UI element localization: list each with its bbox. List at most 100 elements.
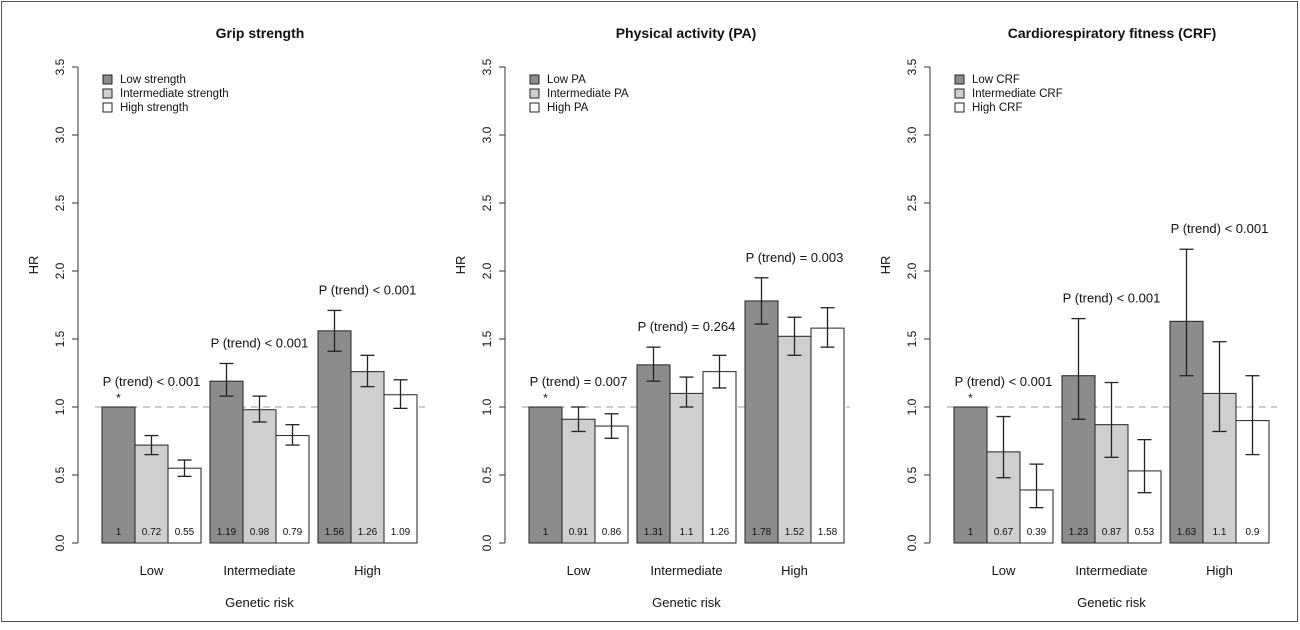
- y-tick-label: 0.0: [905, 534, 919, 551]
- bar-value-label: 0.72: [142, 527, 162, 538]
- reference-marker: *: [116, 391, 121, 405]
- legend-label: High CRF: [972, 102, 1022, 114]
- x-axis-label: Genetic risk: [652, 595, 721, 610]
- y-tick-label: 2.0: [53, 262, 67, 279]
- bar-value-label: 1: [543, 527, 549, 538]
- legend-label: Intermediate strength: [120, 88, 229, 100]
- x-category-label: Low: [992, 563, 1016, 578]
- y-tick-label: 1.5: [53, 330, 67, 347]
- bar-value-label: 1.31: [644, 527, 664, 538]
- bar-value-label: 1: [116, 527, 122, 538]
- bar-value-label: 1.23: [1069, 527, 1089, 538]
- bar: [209, 380, 244, 544]
- bar-value-label: 1.09: [391, 527, 411, 538]
- bar-value-label: 1.56: [325, 527, 345, 538]
- y-tick-label: 1.0: [480, 398, 494, 415]
- x-category-label: Intermediate: [1075, 563, 1147, 578]
- x-category-label: Low: [567, 563, 591, 578]
- legend-label: Intermediate PA: [547, 88, 629, 100]
- bar-value-label: 1.63: [1177, 527, 1197, 538]
- y-tick-label: 0.0: [53, 534, 67, 551]
- bar: [744, 300, 779, 544]
- x-category-label: Intermediate: [223, 563, 295, 578]
- bar: [561, 418, 596, 544]
- legend-label: High PA: [547, 102, 589, 114]
- p-trend-label: P (trend) < 0.001: [319, 282, 417, 297]
- y-tick-label: 2.5: [53, 194, 67, 211]
- x-category-label: High: [354, 563, 381, 578]
- p-trend-label: P (trend) = 0.003: [746, 250, 844, 265]
- p-trend-label: P (trend) = 0.264: [638, 319, 736, 334]
- legend-label: Low PA: [547, 74, 586, 86]
- panel-title: Grip strength: [216, 25, 305, 41]
- bar-value-label: 1.26: [710, 527, 730, 538]
- x-axis-label: Genetic risk: [225, 595, 294, 610]
- y-axis-label: HR: [878, 256, 893, 275]
- reference-marker: *: [543, 391, 548, 405]
- p-trend-label: P (trend) < 0.001: [211, 335, 309, 350]
- bar: [101, 406, 136, 544]
- legend-swatch: [954, 102, 965, 113]
- legend-swatch: [102, 102, 113, 113]
- y-tick-label: 1.5: [905, 330, 919, 347]
- bar: [317, 330, 352, 544]
- p-trend-label: P (trend) = 0.007: [530, 374, 628, 389]
- reference-marker: *: [968, 391, 973, 405]
- bar-value-label: 0.9: [1246, 527, 1260, 538]
- bar: [383, 394, 418, 544]
- bar: [275, 435, 310, 544]
- bar-value-label: 1.78: [752, 527, 772, 538]
- y-tick-label: 1.0: [53, 398, 67, 415]
- bar: [953, 406, 988, 544]
- bar-value-label: 1.52: [785, 527, 805, 538]
- x-category-label: Intermediate: [650, 563, 722, 578]
- legend-label: High strength: [120, 102, 188, 114]
- legend-swatch: [954, 74, 965, 85]
- y-tick-label: 3.0: [905, 126, 919, 143]
- bar-value-label: 0.98: [250, 527, 270, 538]
- bar: [528, 406, 563, 544]
- p-trend-label: P (trend) < 0.001: [1063, 291, 1161, 306]
- bar-value-label: 1: [968, 527, 974, 538]
- panel-title: Physical activity (PA): [616, 25, 757, 41]
- bar-value-label: 1.26: [358, 527, 378, 538]
- bar-value-label: 1.19: [217, 527, 237, 538]
- bar: [810, 327, 845, 544]
- bar: [350, 371, 385, 544]
- y-tick-label: 3.5: [53, 58, 67, 75]
- y-tick-label: 3.5: [480, 58, 494, 75]
- y-tick-label: 0.5: [480, 466, 494, 483]
- legend-swatch: [529, 88, 540, 99]
- y-tick-label: 2.5: [905, 194, 919, 211]
- bar: [636, 364, 671, 544]
- legend-swatch: [954, 88, 965, 99]
- bar-value-label: 1.1: [680, 527, 694, 538]
- bar: [1235, 420, 1270, 544]
- bar-value-label: 1.1: [1213, 527, 1227, 538]
- legend-swatch: [102, 74, 113, 85]
- y-tick-label: 3.0: [53, 126, 67, 143]
- x-category-label: High: [1206, 563, 1233, 578]
- y-axis-label: HR: [26, 256, 41, 275]
- y-axis-label: HR: [453, 256, 468, 275]
- x-axis-label: Genetic risk: [1077, 595, 1146, 610]
- bar-value-label: 0.86: [602, 527, 622, 538]
- y-tick-label: 0.0: [480, 534, 494, 551]
- y-tick-label: 3.0: [480, 126, 494, 143]
- y-tick-label: 0.5: [905, 466, 919, 483]
- p-trend-label: P (trend) < 0.001: [103, 374, 201, 389]
- legend-swatch: [529, 102, 540, 113]
- bar: [702, 371, 737, 544]
- bar: [669, 392, 704, 544]
- bar: [594, 425, 629, 544]
- legend-swatch: [529, 74, 540, 85]
- panel-title: Cardiorespiratory fitness (CRF): [1008, 25, 1216, 41]
- y-tick-label: 3.5: [905, 58, 919, 75]
- y-tick-label: 2.0: [905, 262, 919, 279]
- y-tick-label: 1.5: [480, 330, 494, 347]
- legend-label: Low strength: [120, 74, 186, 86]
- y-tick-label: 1.0: [905, 398, 919, 415]
